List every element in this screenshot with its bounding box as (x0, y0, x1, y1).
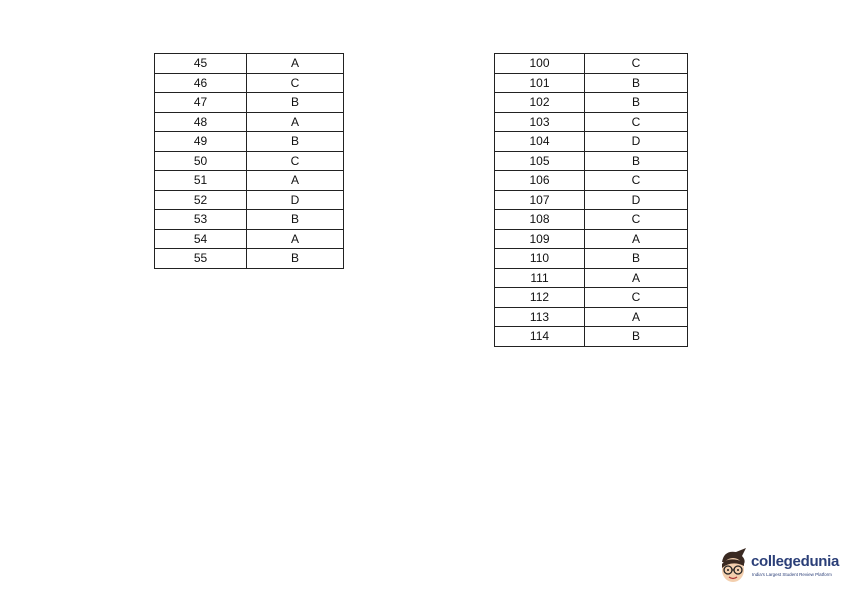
table-row: 109 A (494, 228, 688, 249)
question-number-cell: 104 (494, 131, 585, 152)
question-number-cell: 108 (494, 209, 585, 230)
answer-cell: B (246, 209, 344, 230)
question-number-cell: 110 (494, 248, 585, 269)
question-number-cell: 55 (154, 248, 247, 269)
question-number-cell: 106 (494, 170, 585, 191)
question-number-cell: 46 (154, 72, 247, 93)
question-number-cell: 54 (154, 228, 247, 249)
question-number-cell: 47 (154, 92, 247, 113)
table-row: 48 A (154, 111, 344, 132)
question-number-cell: 50 (154, 150, 247, 171)
answer-cell: C (584, 209, 688, 230)
table-row: 51 A (154, 170, 344, 191)
question-number-cell: 52 (154, 189, 247, 210)
question-number-cell: 100 (494, 53, 585, 74)
logo-name: collegedunia (751, 553, 840, 570)
question-number-cell: 103 (494, 111, 585, 132)
answer-cell: A (246, 228, 344, 249)
answer-cell: D (246, 189, 344, 210)
question-number-cell: 112 (494, 287, 585, 308)
answer-cell: C (246, 150, 344, 171)
answer-cell: B (246, 131, 344, 152)
answer-cell: B (246, 92, 344, 113)
table-row: 105 B (494, 150, 688, 171)
answer-key-table-right: 100 C 101 B 102 B 103 C 104 D 105 B 106 C 107 D 108 C 109 A… (494, 53, 688, 347)
table-row: 113 A (494, 306, 688, 327)
question-number-cell: 101 (494, 72, 585, 93)
table-row: 46 C (154, 72, 344, 93)
answer-cell: A (584, 228, 688, 249)
answer-cell: B (246, 248, 344, 269)
answer-cell: B (584, 92, 688, 113)
question-number-cell: 113 (494, 306, 585, 327)
answer-key-table-left: 45 A 46 C 47 B 48 A 49 B 50 C 51 A 52 D 53 B 54 A 55 B (154, 53, 344, 269)
question-number-cell: 114 (494, 326, 585, 347)
table-row: 47 B (154, 92, 344, 113)
answer-cell: B (584, 150, 688, 171)
collegedunia-logo: collegedunia India's Largest Student Rev… (718, 548, 840, 588)
question-number-cell: 45 (154, 53, 247, 74)
answer-cell: C (584, 287, 688, 308)
table-row: 106 C (494, 170, 688, 191)
answer-cell: B (584, 248, 688, 269)
question-number-cell: 48 (154, 111, 247, 132)
answer-cell: D (584, 189, 688, 210)
mascot-icon (722, 548, 746, 582)
table-row: 114 B (494, 326, 688, 347)
table-row: 111 A (494, 267, 688, 288)
answer-cell: A (246, 111, 344, 132)
table-row: 53 B (154, 209, 344, 230)
table-row: 103 C (494, 111, 688, 132)
answer-cell: C (584, 170, 688, 191)
logo-tagline: India's Largest Student Review Platform (752, 572, 832, 577)
question-number-cell: 111 (494, 267, 585, 288)
answer-cell: B (584, 72, 688, 93)
table-row: 102 B (494, 92, 688, 113)
table-row: 110 B (494, 248, 688, 269)
question-number-cell: 109 (494, 228, 585, 249)
table-row: 100 C (494, 53, 688, 74)
question-number-cell: 105 (494, 150, 585, 171)
answer-cell: C (246, 72, 344, 93)
question-number-cell: 107 (494, 189, 585, 210)
answer-cell: D (584, 131, 688, 152)
answer-cell: A (584, 306, 688, 327)
answer-cell: C (584, 53, 688, 74)
answer-cell: A (246, 170, 344, 191)
answer-cell: C (584, 111, 688, 132)
question-number-cell: 102 (494, 92, 585, 113)
question-number-cell: 53 (154, 209, 247, 230)
table-row: 54 A (154, 228, 344, 249)
question-number-cell: 51 (154, 170, 247, 191)
table-row: 112 C (494, 287, 688, 308)
table-row: 45 A (154, 53, 344, 74)
table-row: 101 B (494, 72, 688, 93)
question-number-cell: 49 (154, 131, 247, 152)
table-row: 50 C (154, 150, 344, 171)
table-row: 104 D (494, 131, 688, 152)
table-row: 52 D (154, 189, 344, 210)
table-row: 108 C (494, 209, 688, 230)
table-row: 49 B (154, 131, 344, 152)
answer-cell: B (584, 326, 688, 347)
answer-cell: A (584, 267, 688, 288)
answer-cell: A (246, 53, 344, 74)
table-row: 107 D (494, 189, 688, 210)
table-row: 55 B (154, 248, 344, 269)
